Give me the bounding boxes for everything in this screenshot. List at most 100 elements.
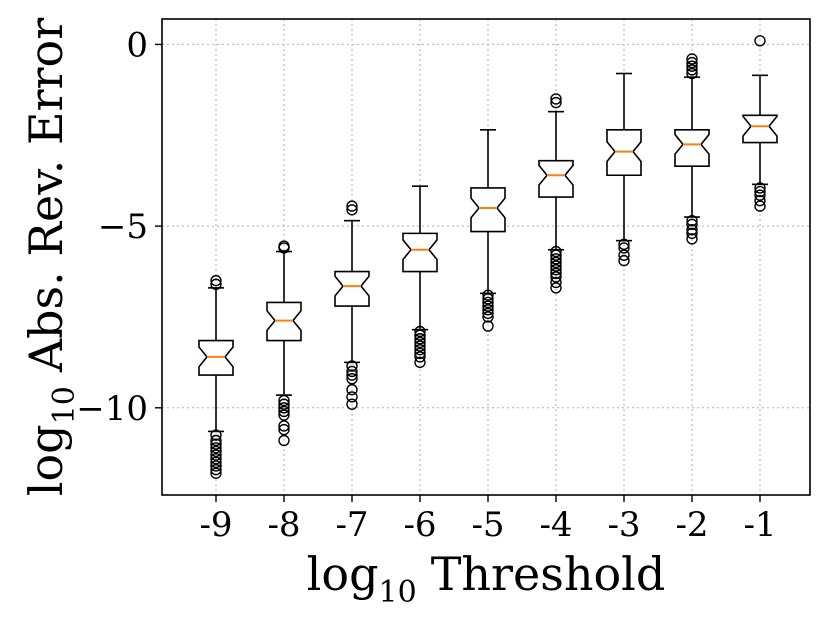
outlier-point — [210, 274, 222, 287]
outlier-point — [210, 460, 222, 472]
x-tick-label: -6 — [403, 505, 436, 545]
outlier-point — [550, 253, 562, 265]
outlier-point — [482, 293, 494, 305]
outlier-point — [686, 218, 698, 230]
x-tick-label: -1 — [743, 505, 776, 545]
outlier-point — [686, 227, 698, 240]
x-axis-title: log10 Threshold — [307, 547, 666, 610]
outlier-point — [686, 56, 698, 69]
box-layer — [198, 35, 778, 479]
outlier-point — [414, 329, 426, 341]
outlier-point — [278, 409, 290, 421]
outlier-point — [278, 423, 290, 436]
outlier-point — [686, 224, 698, 236]
outlier-point — [550, 282, 562, 294]
outlier-point — [278, 402, 290, 414]
y-axis-title: log10 Abs. Rev. Error — [19, 18, 82, 496]
y-tick-label: −5 — [98, 207, 148, 247]
outlier-point — [754, 182, 766, 194]
box — [538, 159, 574, 198]
outlier-point — [550, 96, 562, 109]
grid-layer — [162, 19, 810, 495]
x-tick-label: -9 — [199, 505, 232, 545]
outlier-point — [686, 60, 698, 72]
outlier-point — [482, 311, 494, 323]
outlier-point — [754, 35, 766, 47]
outlier-point — [754, 185, 766, 198]
outlier-point — [686, 64, 698, 76]
outlier-point — [278, 405, 290, 418]
x-tick-label: -7 — [335, 505, 368, 545]
x-axis-title-main: Threshold — [431, 547, 666, 601]
outlier-point — [346, 369, 358, 381]
outlier-point — [278, 420, 290, 432]
outlier-point — [346, 365, 358, 378]
outlier-point — [210, 449, 222, 461]
outlier-point — [482, 289, 494, 301]
outlier-point — [414, 343, 426, 356]
outlier-point — [346, 383, 358, 396]
outlier-point — [550, 264, 562, 276]
x-tick-label: -8 — [267, 505, 300, 545]
x-tick-label: -2 — [675, 505, 708, 545]
outlier-point — [414, 333, 426, 345]
outlier-point — [550, 245, 562, 258]
x-axis-title-log: log — [307, 547, 379, 601]
outlier-point — [550, 93, 562, 105]
y-tick-label: 0 — [126, 25, 148, 65]
outlier-point — [618, 242, 630, 254]
outlier-point — [210, 442, 222, 454]
outlier-point — [482, 303, 494, 316]
outlier-point — [278, 394, 290, 407]
tick-layer: -9 -8 -7 -6 -5 -4 -3 -2 -1 0 −5 −10 — [76, 25, 776, 545]
outlier-point — [550, 260, 562, 272]
outlier-point — [210, 429, 222, 441]
outlier-point — [618, 249, 630, 261]
outlier-point — [210, 278, 222, 290]
outlier-point — [686, 53, 698, 65]
outlier-point — [414, 347, 426, 359]
y-axis-title-main: Abs. Rev. Error — [19, 18, 73, 373]
outlier-point — [550, 249, 562, 261]
outlier-point — [278, 398, 290, 410]
outlier-point — [618, 238, 630, 250]
outlier-point — [618, 254, 630, 267]
outlier-point — [414, 351, 426, 363]
outlier-point — [414, 325, 426, 338]
box — [402, 232, 438, 273]
outlier-point — [482, 300, 494, 312]
outlier-point — [210, 438, 222, 450]
outlier-point — [482, 320, 494, 332]
outlier-point — [550, 271, 562, 283]
box — [334, 270, 370, 307]
outlier-point — [550, 276, 562, 289]
outlier-point — [346, 391, 358, 403]
outlier-point — [414, 356, 426, 369]
x-tick-label: -4 — [539, 505, 572, 545]
outlier-point — [346, 200, 358, 212]
outlier-point — [210, 445, 222, 458]
plot-frame — [161, 18, 811, 496]
y-tick-label: −10 — [76, 389, 148, 429]
outlier-point — [210, 452, 222, 465]
outlier-point — [346, 204, 358, 216]
x-tick-label: -3 — [607, 505, 640, 545]
outlier-point — [414, 340, 426, 352]
outlier-point — [346, 398, 358, 410]
outlier-point — [754, 194, 766, 207]
outlier-point — [482, 296, 494, 309]
outlier-point — [414, 336, 426, 349]
x-tick-label: -5 — [471, 505, 504, 545]
y-axis-title-sub: 10 — [47, 386, 82, 424]
outlier-point — [278, 434, 290, 447]
outlier-point — [210, 456, 222, 468]
outlier-point — [210, 467, 222, 479]
outlier-point — [550, 267, 562, 280]
outlier-point — [210, 463, 222, 476]
outlier-point — [686, 233, 698, 245]
outlier-point — [482, 307, 494, 320]
outlier-point — [346, 373, 358, 385]
outlier-point — [346, 360, 358, 372]
box — [742, 114, 778, 144]
